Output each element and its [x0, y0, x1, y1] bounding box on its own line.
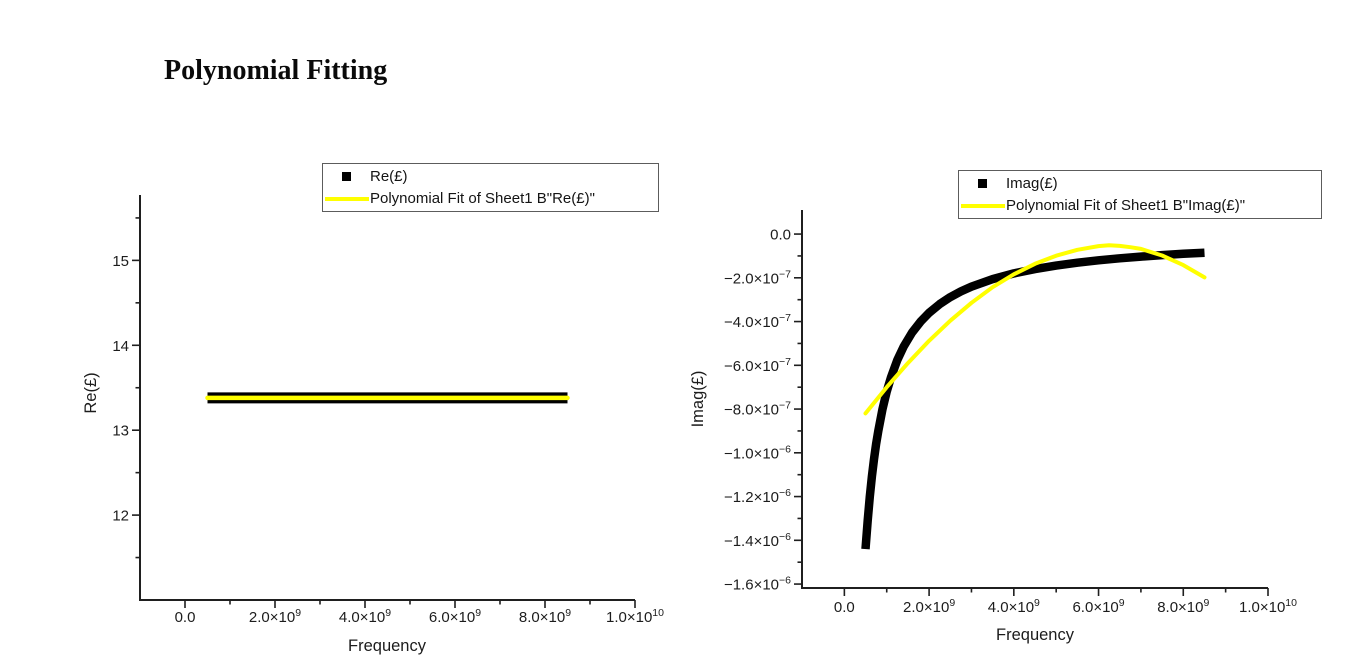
imag-y-tick-label: −1.0×10−6 [724, 443, 791, 462]
re-x-tick-label: 6.0×109 [429, 607, 481, 626]
re-legend: Re(£) Polynomial Fit of Sheet1 B"Re(£)" [322, 163, 659, 212]
page-title: Polynomial Fitting [164, 55, 388, 86]
re-y-axis-label: Re(£) [82, 372, 100, 413]
fit-line-icon [959, 203, 1006, 208]
imag-x-tick-label: 1.0×1010 [1239, 597, 1297, 616]
imag-x-tick-label: 8.0×109 [1157, 597, 1209, 616]
re-y-tick-label: 14 [112, 338, 129, 355]
imag-x-tick-label: 2.0×109 [903, 597, 955, 616]
re-y-tick-label: 15 [112, 253, 129, 270]
imag-axes [801, 210, 1268, 589]
imag-x-tick-label: 0.0 [834, 599, 855, 616]
legend-label: Polynomial Fit of Sheet1 B"Imag(£)" [1006, 196, 1246, 214]
legend-label: Polynomial Fit of Sheet1 B"Re(£)" [370, 189, 595, 207]
re-x-tick-label: 4.0×109 [339, 607, 391, 626]
imag-series-data [861, 248, 1205, 550]
imag-chart-plot: 0.0 2.0×109 4.0×109 6.0×109 8.0×109 1.0×1010 0… [724, 210, 1297, 616]
imag-y-axis-label: Imag(£) [689, 371, 707, 428]
re-x-axis-label: Frequency [348, 637, 427, 655]
imag-y-tick-label: −1.2×10−6 [724, 487, 791, 506]
scatter-marker-icon [323, 172, 370, 181]
imag-x-axis-label: Frequency [996, 626, 1075, 644]
re-y-tick-label: 13 [112, 423, 129, 440]
re-x-tick-label: 1.0×1010 [606, 607, 664, 626]
fit-line-icon [323, 196, 370, 201]
legend-item: Polynomial Fit of Sheet1 B"Imag(£)" [959, 195, 1321, 217]
re-x-tick-label: 2.0×109 [249, 607, 301, 626]
imag-series-fit [863, 243, 1207, 416]
legend-label: Re(£) [370, 167, 408, 185]
imag-y-tick-label: −8.0×10−7 [724, 400, 791, 419]
imag-y-tick-label: −6.0×10−7 [724, 356, 791, 375]
re-x-tick-label: 0.0 [175, 609, 196, 626]
imag-y-tick-label: 0.0 [770, 227, 791, 244]
legend-item: Imag(£) [959, 173, 1321, 195]
re-axes [139, 195, 635, 601]
re-chart-plot: 0.0 2.0×109 4.0×109 6.0×109 8.0×109 1.0×1010 1… [112, 195, 664, 626]
scatter-marker-icon [959, 179, 1006, 188]
imag-y-tick-label: −4.0×10−7 [724, 312, 791, 331]
legend-label: Imag(£) [1006, 174, 1058, 192]
re-y-tick-label: 12 [112, 508, 129, 525]
imag-y-tick-label: −1.6×10−6 [724, 575, 791, 594]
imag-x-tick-label: 4.0×109 [988, 597, 1040, 616]
imag-y-tick-label: −2.0×10−7 [724, 268, 791, 287]
re-x-tick-label: 8.0×109 [519, 607, 571, 626]
imag-y-tick-label: −1.4×10−6 [724, 531, 791, 550]
imag-legend: Imag(£) Polynomial Fit of Sheet1 B"Imag(… [958, 170, 1322, 219]
legend-item: Re(£) [323, 166, 658, 188]
legend-item: Polynomial Fit of Sheet1 B"Re(£)" [323, 188, 658, 210]
imag-x-tick-label: 6.0×109 [1072, 597, 1124, 616]
